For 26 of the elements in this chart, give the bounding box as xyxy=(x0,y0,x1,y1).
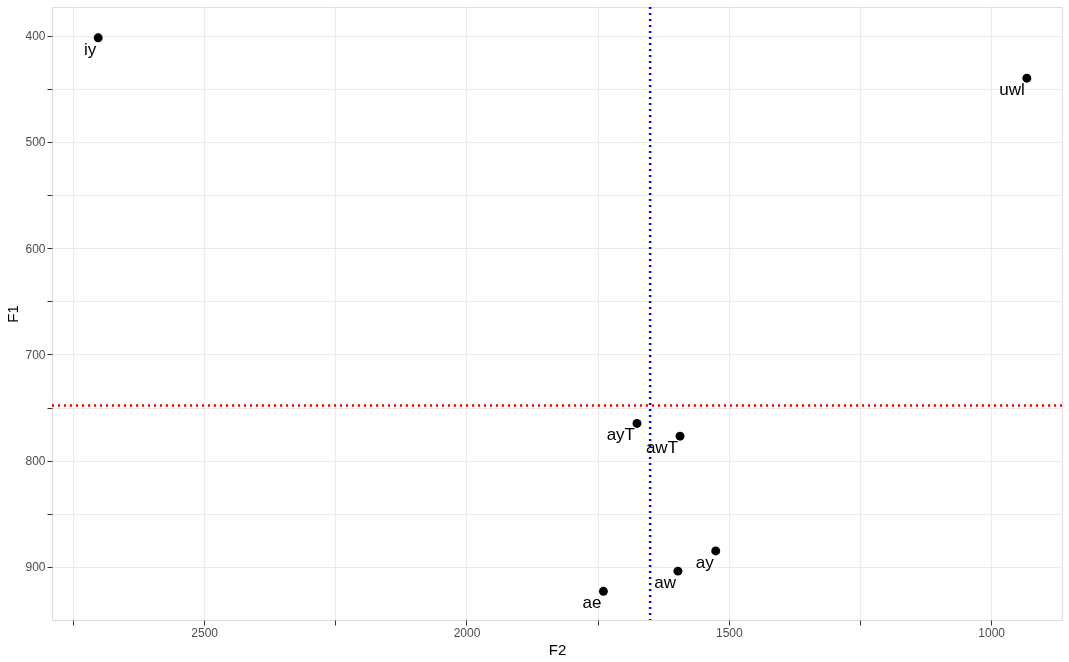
y-tick-label: 600 xyxy=(25,241,46,256)
point xyxy=(93,33,103,43)
point xyxy=(598,586,608,596)
x-tick-label: 1500 xyxy=(715,625,743,640)
point xyxy=(675,431,685,441)
x-tick-label: 2000 xyxy=(453,625,481,640)
y-tick-label: 800 xyxy=(25,454,46,469)
x-tick-label: 1000 xyxy=(978,625,1006,640)
annotation: iy xyxy=(83,39,97,59)
y-tick-label: 400 xyxy=(25,29,46,44)
annotation: uwl xyxy=(999,80,1025,100)
y-tick-label: 700 xyxy=(25,347,46,362)
annotation: ae xyxy=(582,593,602,613)
annotation: aw xyxy=(654,573,677,593)
x-tick-label: 2500 xyxy=(191,625,219,640)
point xyxy=(711,546,721,556)
point xyxy=(632,418,642,428)
annotation: ayT xyxy=(606,425,636,445)
annotation: ay xyxy=(695,552,715,572)
y-axis-title: F1 xyxy=(4,305,22,323)
point xyxy=(1022,73,1032,83)
y-tick-label: 900 xyxy=(25,560,46,575)
x-axis-title: F2 xyxy=(548,640,567,658)
point xyxy=(673,566,683,576)
y-tick-label: 500 xyxy=(25,135,46,150)
annotation: awT xyxy=(645,438,679,458)
